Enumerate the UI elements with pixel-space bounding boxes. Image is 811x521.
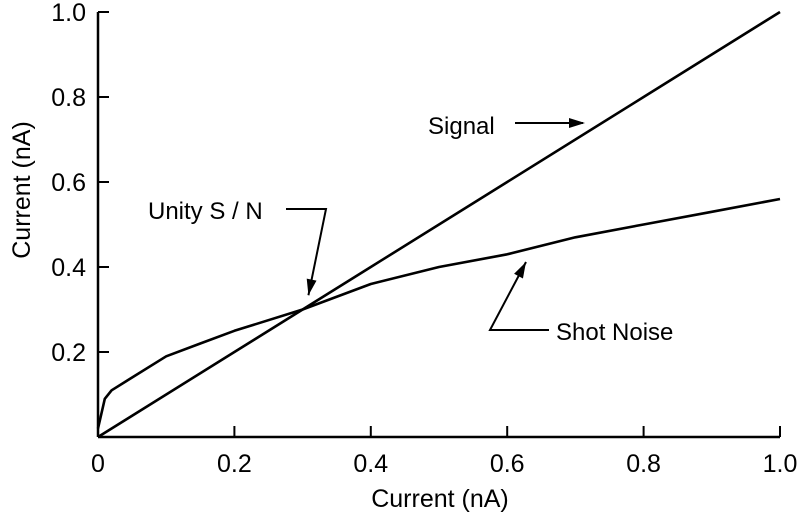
x-tick-label: 0.4: [353, 450, 388, 478]
x-tick-label: 0: [91, 450, 105, 478]
annotation-label: Signal: [428, 113, 495, 140]
annotation-label: Unity S / N: [148, 198, 263, 225]
arrow-head: [306, 278, 317, 296]
arrow-head: [569, 118, 585, 128]
y-axis-title: Current (nA): [8, 121, 36, 259]
annotation-label: Shot Noise: [556, 319, 673, 346]
annotation-arrow: [488, 261, 549, 331]
annotations: Signal Unity S / N Shot Noise: [148, 113, 673, 346]
y-tick-label: 0.4: [51, 254, 86, 282]
y-tick-label: 1.0: [51, 0, 86, 27]
y-tick-label: 0.6: [51, 169, 86, 197]
series-line-shot-noise: [96, 197, 781, 429]
x-tick-label: 0.6: [490, 450, 525, 478]
series-line-signal: [97, 10, 781, 439]
series-group: [96, 10, 781, 439]
x-tick-label: 0.8: [626, 450, 661, 478]
y-tick-label: 0.8: [51, 84, 86, 112]
x-tick-label: 1.0: [763, 450, 798, 478]
y-tick-label: 0.2: [51, 339, 86, 367]
axes: 0 0.2 0.4 0.6 0.8 1.0 0.2 0.4 0.6 0.8 1.0: [51, 0, 797, 478]
annotation-arrow: [286, 208, 328, 296]
x-tick-label: 0.2: [217, 450, 252, 478]
x-axis-title: Current (nA): [371, 485, 509, 513]
arrow-head: [514, 262, 526, 279]
